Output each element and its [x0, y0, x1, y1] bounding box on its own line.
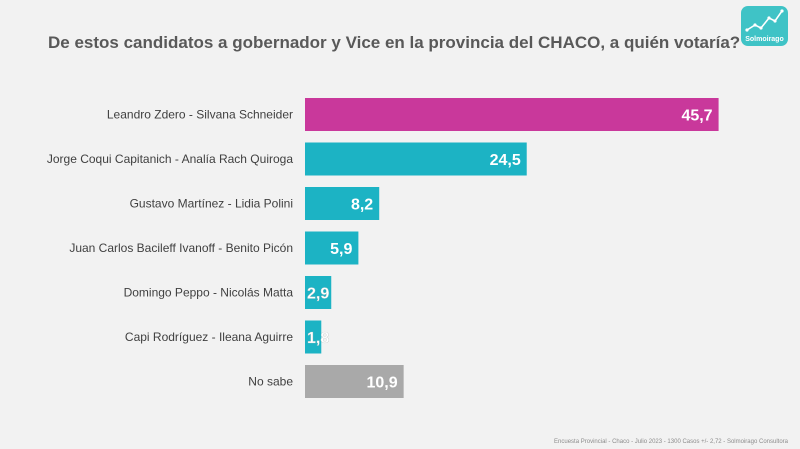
data-label: 8,2: [351, 197, 373, 214]
bar: [305, 365, 404, 398]
category-label: Leandro Zdero - Silvana Schneider: [107, 108, 293, 122]
data-label: 2,9: [307, 286, 329, 303]
category-label: Gustavo Martínez - Lidia Polini: [130, 197, 293, 211]
category-label: No sabe: [248, 375, 293, 389]
bar: [305, 320, 322, 354]
category-label: Juan Carlos Bacileff Ivanoff - Benito Pi…: [69, 241, 293, 255]
category-label: Capi Rodríguez - Ileana Aguirre: [125, 330, 293, 344]
data-label: 45,7: [681, 108, 712, 125]
logo-text: Solmoirago: [745, 36, 784, 43]
data-label: 10,9: [367, 375, 398, 392]
category-label: Domingo Peppo - Nicolás Matta: [124, 286, 294, 300]
bar: [305, 276, 332, 309]
bar: [305, 142, 527, 176]
category-label: Jorge Coqui Capitanich - Analía Rach Qui…: [47, 152, 293, 166]
bar: [305, 187, 380, 220]
brand-logo: Solmoirago: [741, 6, 788, 46]
data-label: 5,9: [330, 241, 352, 258]
footer-source-note: Encuesta Provincial - Chaco - Julio 2023…: [554, 439, 788, 445]
data-label: 24,5: [490, 152, 521, 169]
chart-title: De estos candidatos a gobernador y Vice …: [48, 33, 741, 52]
bar: [305, 98, 719, 131]
rising-line-chart-icon: [745, 9, 784, 32]
bar: [305, 231, 359, 265]
data-label: 1,8: [307, 330, 329, 347]
